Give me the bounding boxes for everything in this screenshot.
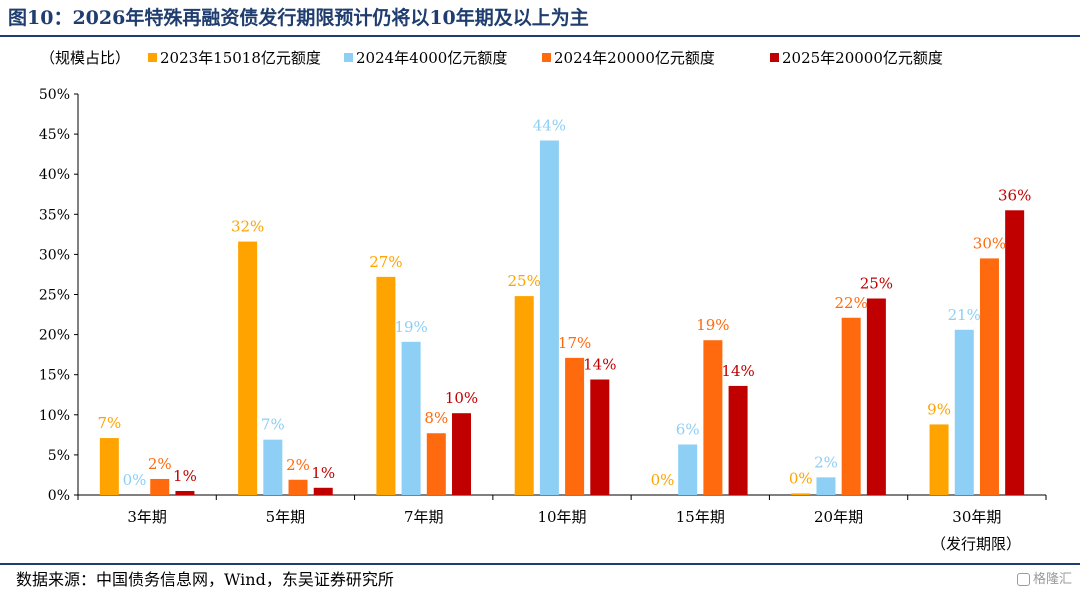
- x-tick-label: 30年期: [952, 508, 1001, 526]
- bar-value-label: 7%: [97, 414, 121, 432]
- bar-value-label: 0%: [789, 469, 813, 487]
- y-tick-label: 15%: [39, 368, 70, 384]
- bar: [175, 490, 195, 495]
- y-tick-label: 35%: [39, 207, 70, 223]
- bar: [401, 341, 421, 495]
- bar: [954, 329, 974, 495]
- bar: [678, 444, 698, 495]
- y-tick-label: 45%: [39, 127, 70, 143]
- bar: [238, 241, 258, 495]
- bar-value-label: 32%: [231, 218, 264, 236]
- bar-value-label: 30%: [973, 234, 1006, 252]
- y-tick-label: 40%: [39, 167, 70, 183]
- legend-label: 2025年20000亿元额度: [782, 49, 943, 67]
- legend-swatch: [542, 53, 551, 62]
- bar-value-label: 2%: [814, 453, 838, 471]
- bar-value-label: 0%: [123, 471, 147, 489]
- bar-value-label: 14%: [583, 356, 616, 374]
- bottom-rule: [0, 563, 1080, 565]
- bar: [841, 317, 861, 495]
- bar-value-label: 2%: [286, 456, 310, 474]
- bar: [590, 379, 610, 495]
- bar-value-label: 19%: [696, 316, 729, 334]
- bar-value-label: 8%: [424, 409, 448, 427]
- bar-labels: 7%0%2%1%32%7%2% 1%27%19%8%10%25%44%17%14%…: [97, 117, 1031, 489]
- bar-value-label: 25%: [508, 272, 541, 290]
- x-tick-label: 10年期: [537, 508, 586, 526]
- bar-value-label: 1%: [311, 464, 335, 482]
- bar: [703, 340, 723, 495]
- bar: [313, 487, 333, 495]
- y-tick-label: 20%: [39, 328, 70, 344]
- bar: [565, 357, 585, 495]
- bar-value-label: 22%: [834, 294, 867, 312]
- bar: [1005, 210, 1025, 496]
- x-tick-label: 7年期: [404, 508, 444, 526]
- y-tick-label: 30%: [39, 247, 70, 263]
- bar: [376, 276, 396, 495]
- bar-value-label: 14%: [721, 362, 754, 380]
- bar-value-label: 25%: [860, 275, 893, 293]
- bar-value-label: 19%: [394, 318, 427, 336]
- bar-value-label: 17%: [558, 334, 591, 352]
- y-tick-label: 25%: [39, 288, 70, 304]
- bar-value-label: 7%: [261, 416, 285, 434]
- bar-value-label: 10%: [445, 389, 478, 407]
- bar-value-label: 1%: [173, 467, 197, 485]
- x-axis: 3年期 5年期 7年期 10年期 15年期 20年期 30年期: [77, 494, 1047, 526]
- legend-label: 2023年15018亿元额度: [160, 49, 321, 67]
- source-note: 数据来源：中国债务信息网，Wind，东吴证券研究所: [16, 570, 394, 589]
- bar: [150, 478, 170, 495]
- figure-title: 图10：2026年特殊再融资债发行期限预计仍将以10年期及以上为主: [8, 7, 589, 29]
- bar: [728, 385, 748, 495]
- watermark-text: 格隆汇: [1032, 572, 1072, 587]
- watermark-logo-icon: [1016, 573, 1030, 586]
- bars: [99, 140, 1025, 496]
- bar: [979, 258, 999, 495]
- bar-value-label: 27%: [369, 253, 402, 271]
- chart: （规模占比） 2023年15018亿元额度 2024年4000亿元额度 2024年2…: [39, 49, 1047, 553]
- bar: [866, 298, 886, 495]
- bar-value-label: 21%: [948, 306, 981, 324]
- bar: [539, 140, 559, 495]
- bar: [452, 413, 472, 495]
- x-tick-label: 15年期: [676, 508, 725, 526]
- bar: [263, 439, 283, 495]
- bar-value-label: 9%: [927, 400, 951, 418]
- bar-value-label: 36%: [998, 186, 1031, 204]
- y-tick-label: 10%: [39, 408, 70, 424]
- bar: [514, 296, 534, 495]
- legend-label: 2024年4000亿元额度: [356, 49, 507, 67]
- bar: [929, 424, 949, 495]
- bar: [426, 433, 446, 495]
- unit-label: （规模占比）: [40, 49, 130, 67]
- y-tick-label: 5%: [48, 448, 70, 464]
- bar: [288, 479, 308, 495]
- x-tick-label: 20年期: [814, 508, 863, 526]
- legend-label: 2024年20000亿元额度: [554, 49, 715, 67]
- x-tick-label: 3年期: [127, 508, 167, 526]
- bar-value-label: 6%: [676, 420, 700, 438]
- y-axis: 0% 5% 10% 15% 20% 25% 30% 35% 40% 45% 50%: [39, 87, 79, 504]
- title-rule: [0, 35, 1080, 37]
- bar: [816, 477, 836, 495]
- legend-swatch: [344, 53, 353, 62]
- watermark: 格隆汇: [1016, 569, 1072, 591]
- bar-value-label: 44%: [533, 117, 566, 135]
- y-tick-label: 50%: [39, 87, 70, 103]
- bar-value-label: 0%: [651, 471, 675, 489]
- legend: 2023年15018亿元额度 2024年4000亿元额度 2024年20000亿元额…: [148, 49, 943, 67]
- legend-swatch: [148, 53, 157, 62]
- bar: [791, 493, 811, 495]
- x-axis-title: （发行期限）: [931, 535, 1021, 553]
- y-tick-label: 0%: [48, 488, 70, 504]
- bar-value-label: 2%: [148, 455, 172, 473]
- x-tick-label: 5年期: [266, 508, 306, 526]
- legend-swatch: [770, 53, 779, 62]
- bar: [99, 438, 119, 495]
